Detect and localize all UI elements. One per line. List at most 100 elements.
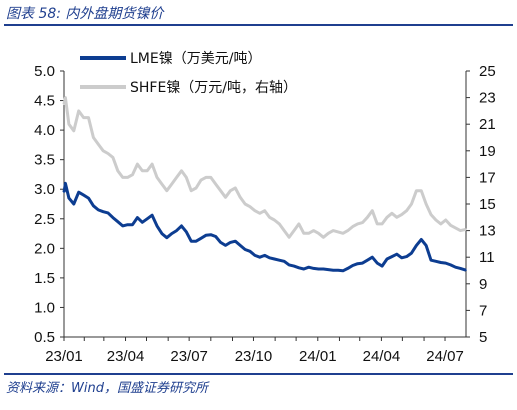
shfe-data-point	[180, 170, 183, 172]
shfe-data-point	[234, 187, 237, 189]
lme-data-point	[210, 233, 212, 236]
x-tick-label: 24/04	[363, 348, 401, 365]
y-right-tick-label: 7	[479, 302, 487, 319]
y-left-tick-label: 5.0	[34, 63, 55, 80]
lme-data-point	[146, 218, 148, 220]
shfe-data-point	[400, 213, 403, 216]
shfe-data-point	[425, 203, 427, 205]
shfe-data-point	[366, 216, 369, 219]
lme-data-point	[180, 225, 183, 227]
x-tick-label: 23/04	[107, 348, 145, 365]
lme-data-point	[420, 238, 423, 241]
shfe-data-point	[136, 163, 139, 165]
shfe-data-point	[219, 189, 222, 192]
shfe-data-point	[381, 223, 383, 225]
lme-data-point	[465, 269, 467, 272]
lme-data-point	[107, 212, 109, 214]
y-right-tick-label: 23	[479, 90, 496, 107]
lme-data-point	[332, 269, 335, 272]
shfe-data-point	[190, 189, 192, 192]
shfe-data-point	[386, 216, 388, 219]
title-rule	[4, 24, 513, 26]
lme-data-point	[361, 262, 364, 264]
shfe-data-point	[175, 176, 178, 179]
shfe-data-point	[347, 229, 349, 232]
lme-data-point	[410, 252, 413, 254]
lme-data-point	[376, 262, 379, 264]
lme-data-point	[249, 250, 251, 253]
shfe-data-point	[459, 229, 462, 232]
y-left-tick-label: 2.0	[34, 240, 55, 257]
shfe-data-point	[64, 96, 67, 99]
lme-data-point	[351, 264, 354, 267]
shfe-data-point	[126, 176, 129, 179]
lme-data-point	[303, 268, 305, 270]
lme-data-point	[136, 216, 139, 219]
shfe-data-point	[307, 232, 310, 235]
shfe-data-point	[298, 223, 300, 225]
y-left-tick-label: 3.0	[34, 181, 55, 198]
shfe-data-point	[465, 228, 467, 231]
lme-data-point	[73, 203, 75, 205]
shfe-data-point	[317, 232, 320, 235]
source-note: 资料来源：Wind，国盛证券研究所	[6, 381, 208, 396]
shfe-data-point	[332, 229, 335, 232]
y-left-tick-label: 4.5	[34, 93, 55, 110]
lme-data-point	[278, 259, 281, 262]
lme-data-point	[347, 267, 349, 270]
shfe-data-point	[200, 179, 202, 181]
lme-data-point	[405, 255, 408, 258]
lme-data-point	[170, 232, 173, 235]
lme-data-point	[185, 231, 188, 233]
lme-data-point	[386, 258, 388, 260]
lme-data-point	[298, 267, 300, 269]
lme-data-point	[175, 229, 178, 232]
shfe-data-point	[342, 232, 344, 235]
shfe-data-point	[396, 216, 398, 219]
lme-data-point	[273, 258, 276, 260]
lme-data-point	[131, 223, 134, 226]
lme-data-point	[263, 254, 266, 257]
shfe-data-point	[263, 209, 266, 212]
shfe-data-point	[351, 225, 354, 228]
lme-data-point	[77, 191, 80, 193]
y-right-tick-label: 25	[479, 63, 496, 80]
x-tick-label: 23/01	[45, 348, 83, 365]
shfe-data-point	[102, 150, 104, 152]
shfe-data-point	[244, 203, 246, 205]
shfe-data-point	[283, 229, 286, 232]
shfe-data-point	[92, 136, 95, 139]
lme-data-point	[239, 244, 241, 247]
y-left-tick-label: 1.5	[34, 270, 55, 287]
shfe-data-point	[420, 189, 423, 192]
shfe-data-point	[268, 216, 271, 219]
y-right-tick-label: 17	[479, 169, 496, 186]
lme-data-point	[371, 256, 374, 259]
lme-data-point	[396, 253, 398, 255]
lme-data-point	[244, 248, 246, 251]
lme-data-point	[195, 240, 197, 242]
lme-data-point	[161, 232, 163, 235]
shfe-data-point	[161, 183, 163, 185]
y-right-tick-label: 11	[479, 249, 495, 266]
lme-data-point	[342, 270, 344, 272]
x-tick-label: 23/07	[170, 348, 208, 365]
shfe-nickel-line	[62, 96, 467, 239]
lme-data-point	[151, 214, 153, 216]
lme-data-point	[117, 220, 119, 223]
y-left-tick-label: 0.5	[34, 329, 55, 346]
shfe-data-point	[156, 176, 158, 179]
lme-data-point	[64, 182, 67, 185]
lme-data-point	[322, 268, 325, 270]
lme-data-point	[112, 216, 114, 219]
shfe-data-point	[205, 176, 207, 179]
shfe-data-point	[376, 223, 379, 225]
lme-data-point	[449, 264, 452, 266]
lme-data-point	[219, 241, 222, 244]
y-left-tick-label: 4.0	[34, 122, 55, 139]
shfe-data-point	[430, 213, 432, 216]
lme-data-point	[288, 264, 290, 266]
lme-data-point	[254, 254, 256, 257]
shfe-data-point	[410, 203, 413, 205]
lme-data-point	[156, 225, 158, 227]
